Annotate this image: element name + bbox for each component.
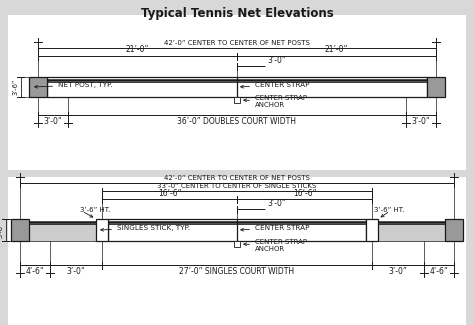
Bar (47, 77, 427, 97)
Bar (427, 77, 445, 97)
Bar (108, 219, 366, 241)
FancyBboxPatch shape (8, 177, 466, 325)
FancyBboxPatch shape (8, 15, 466, 170)
Text: 3’-0”: 3’-0” (411, 117, 430, 126)
Text: CENTER STRAP: CENTER STRAP (241, 225, 310, 231)
Text: 42’-0” CENTER TO CENTER OF NET POSTS: 42’-0” CENTER TO CENTER OF NET POSTS (164, 175, 310, 181)
Bar (29, 222, 96, 241)
Bar (445, 219, 463, 241)
Text: 3’-6” HT.: 3’-6” HT. (80, 207, 110, 213)
Text: 3’-6”: 3’-6” (13, 79, 19, 95)
Bar (366, 219, 378, 241)
Text: CENTER STRAP: CENTER STRAP (241, 82, 310, 88)
Bar (378, 222, 445, 241)
Text: 4’-6”: 4’-6” (429, 267, 448, 276)
Bar (11, 219, 29, 241)
Text: 4’-6”: 4’-6” (26, 267, 45, 276)
Text: 3’-0”: 3’-0” (389, 267, 407, 276)
Text: Typical Tennis Net Elevations: Typical Tennis Net Elevations (141, 7, 333, 20)
Text: 3’-0”: 3’-0” (44, 117, 63, 126)
Text: 27’-0” SINGLES COURT WIDTH: 27’-0” SINGLES COURT WIDTH (180, 267, 294, 276)
Text: 16’-6”: 16’-6” (158, 188, 181, 198)
Text: 3’-6” HT.: 3’-6” HT. (374, 207, 404, 213)
Text: 3’-0”: 3’-0” (67, 267, 85, 276)
Text: CENTER STRAP
ANCHOR: CENTER STRAP ANCHOR (244, 95, 307, 108)
Text: 33’-0” CENTER TO CENTER OF SINGLE STICKS: 33’-0” CENTER TO CENTER OF SINGLE STICKS (157, 183, 317, 189)
Text: 21’-0”: 21’-0” (325, 46, 348, 55)
Text: 36’-0” DOUBLES COURT WIDTH: 36’-0” DOUBLES COURT WIDTH (177, 117, 297, 126)
Text: 16’-6”: 16’-6” (293, 188, 316, 198)
Text: 3’-0”: 3’-0” (267, 199, 286, 208)
Text: 42’-0” CENTER TO CENTER OF NET POSTS: 42’-0” CENTER TO CENTER OF NET POSTS (164, 40, 310, 46)
Bar (96, 219, 108, 241)
Text: SINGLES STICK, TYP.: SINGLES STICK, TYP. (100, 225, 190, 231)
Bar (234, 241, 240, 247)
Text: 3’-0”: 3’-0” (267, 56, 286, 65)
Text: NET POST, TYP.: NET POST, TYP. (35, 82, 112, 88)
Bar (234, 97, 240, 103)
Text: CENTER STRAP
ANCHOR: CENTER STRAP ANCHOR (244, 239, 307, 252)
Text: 21’-0”: 21’-0” (126, 46, 149, 55)
Text: 3’-6”: 3’-6” (0, 222, 4, 238)
Bar (29, 77, 47, 97)
